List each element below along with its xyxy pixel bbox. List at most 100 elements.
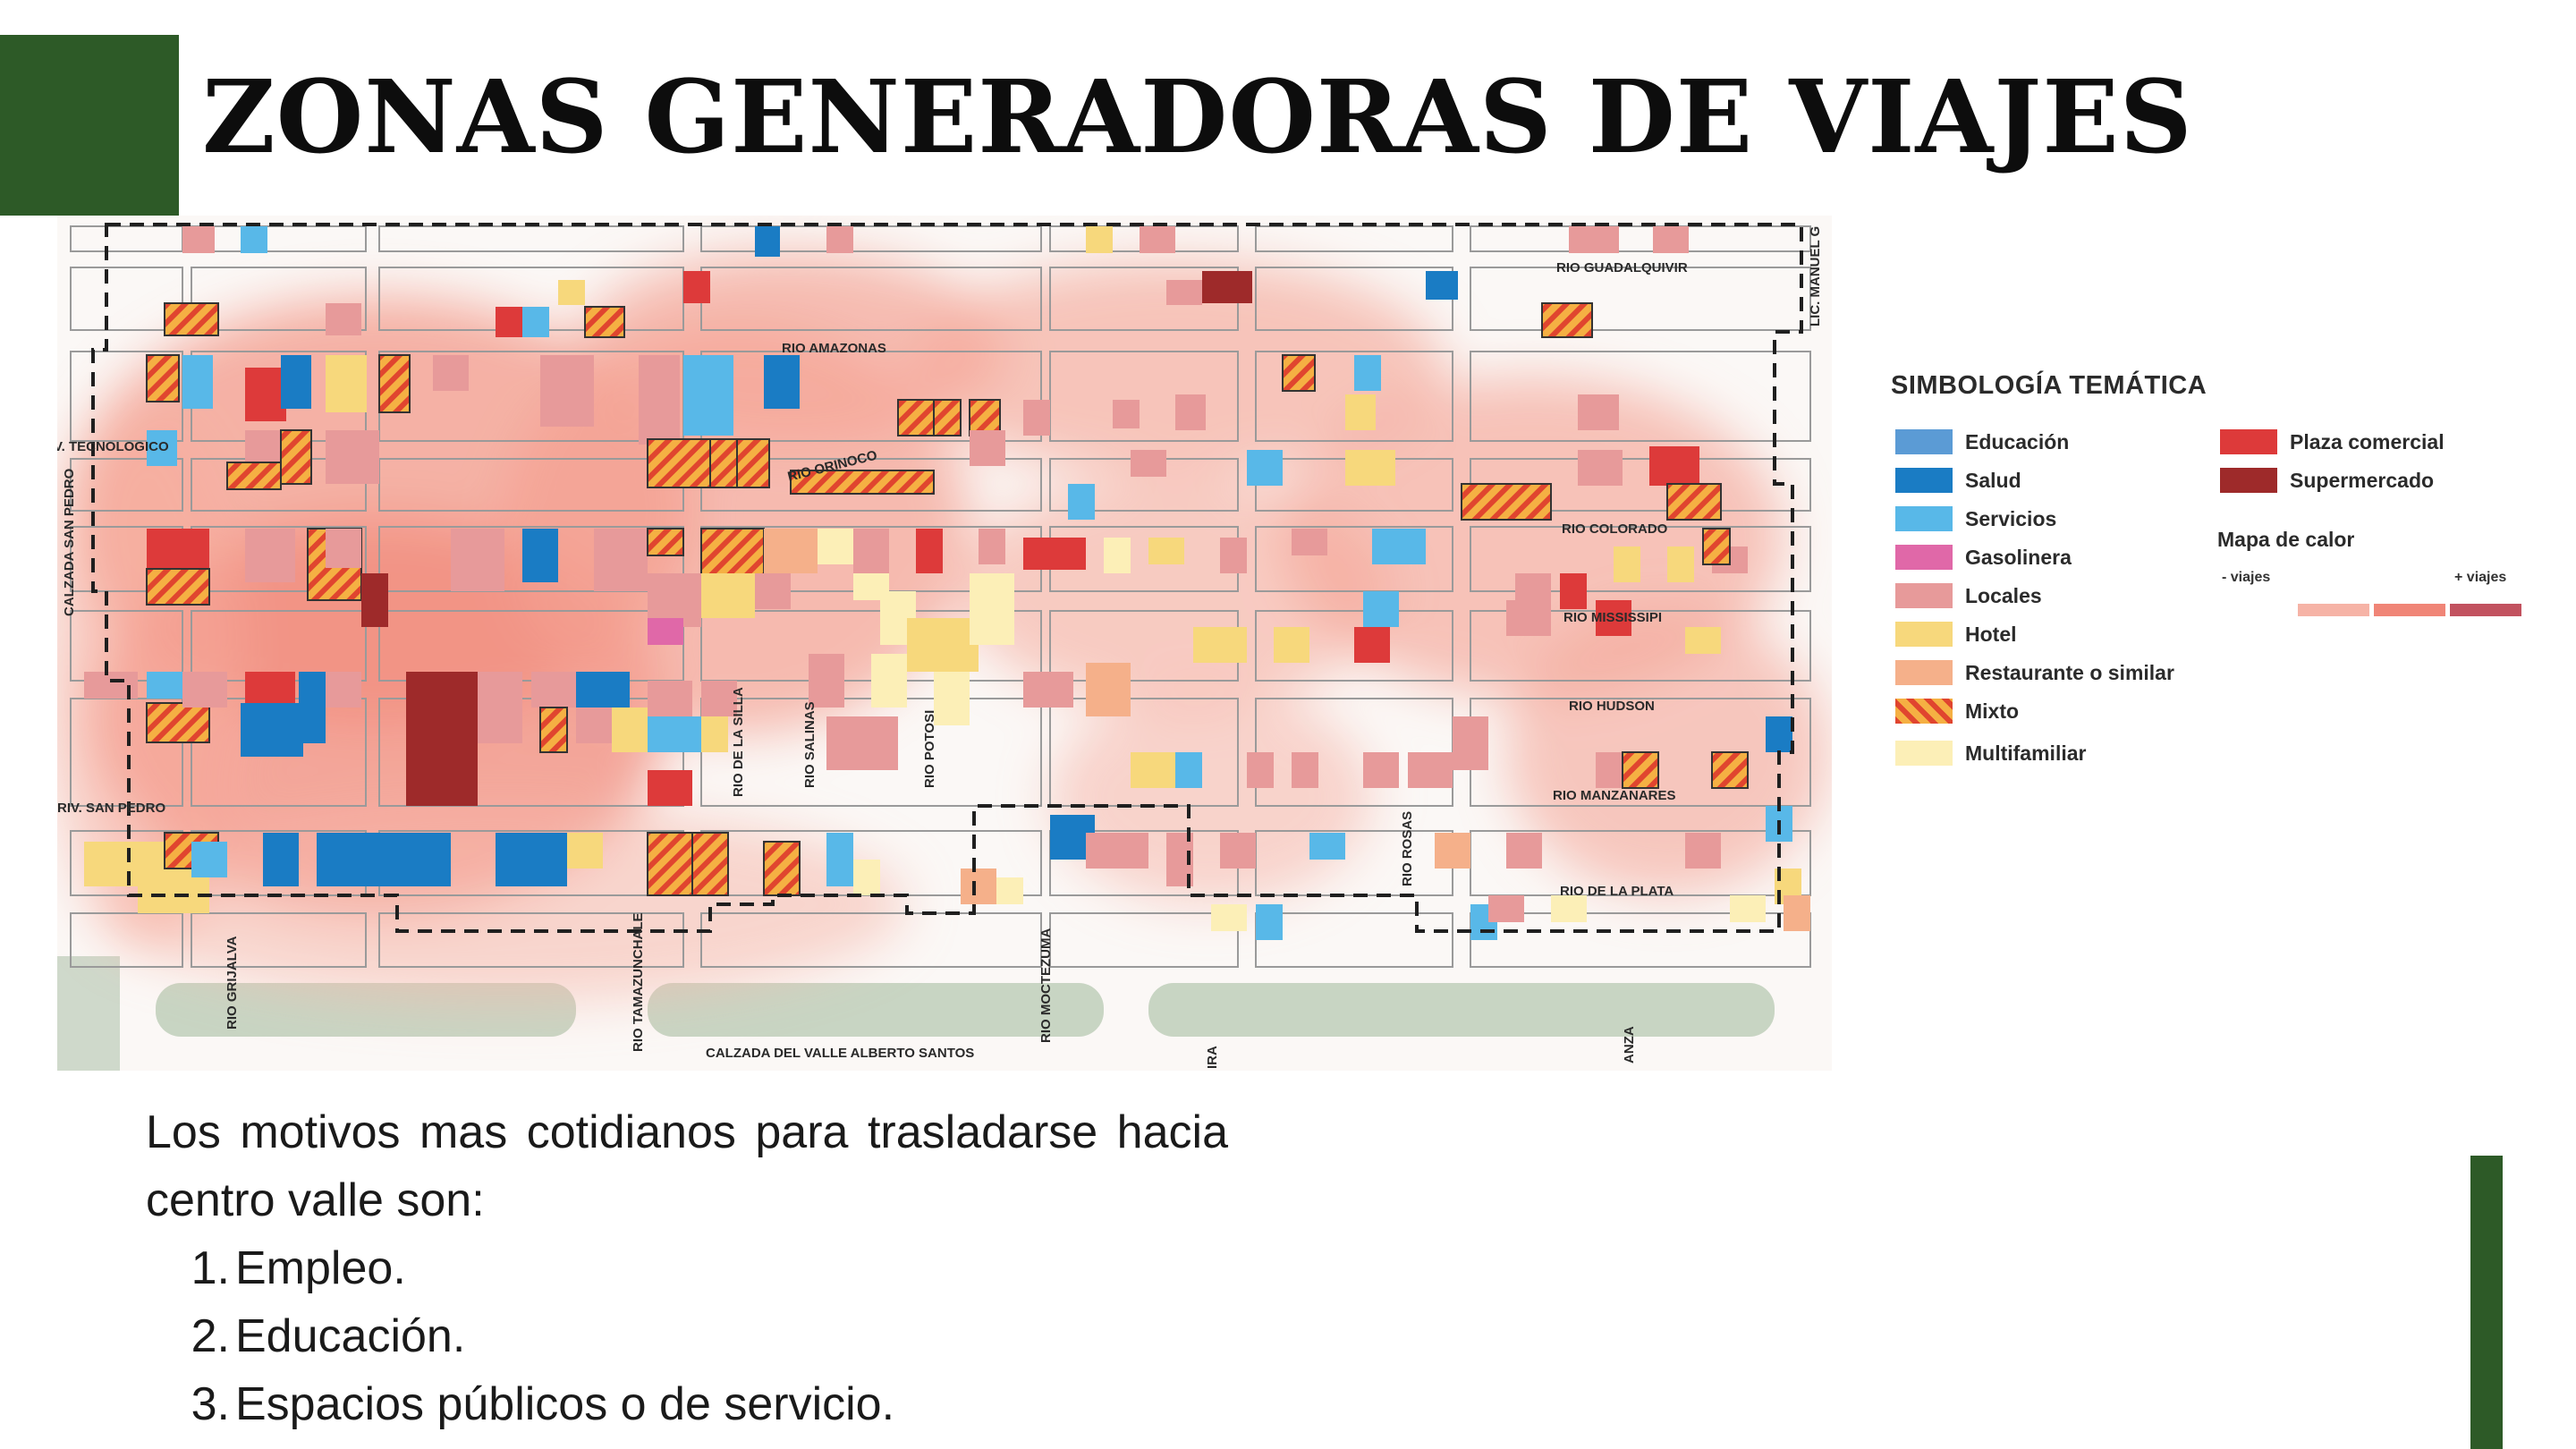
street-label: RIO DE LA SILLA [731,687,746,797]
street-label: RIO COLORADO [1562,521,1668,537]
legend-item-educacion: Educación [1895,428,2069,455]
city-block [1255,225,1453,252]
street-label: ANZA [1622,1026,1637,1063]
city-block [378,526,684,592]
legend-swatch [1895,468,1953,493]
land-use-parcel [1506,833,1542,869]
street-label: RIO MANZANARES [1553,788,1676,803]
green-area [648,983,1104,1037]
land-use-parcel [1551,895,1587,922]
land-use-parcel [979,529,1005,564]
legend-label: Locales [1965,583,2042,607]
list-item: 2. Educación. [146,1302,1228,1370]
trip-generating-zones-map: RIO GUADALQUIVIR RIO AMAZONAS LIC. MANUE… [57,216,1832,1071]
land-use-parcel [280,429,312,485]
city-block [191,267,367,331]
legend-label: Salud [1965,468,2021,492]
street-label: V. TECNOLOGICO [57,439,169,454]
legend-item-servicios: Servicios [1895,505,2056,532]
land-use-parcel [146,702,210,743]
land-use-parcel [478,672,522,743]
street-label: RIO MOCTEZUMA [1038,928,1054,1043]
land-use-parcel [1453,716,1488,770]
legend-item-supermercado: Supermercado [2220,467,2434,494]
land-use-parcel [1131,450,1166,477]
land-use-parcel [147,430,177,466]
land-use-parcel [299,672,326,743]
list-text: Empleo. [235,1242,406,1294]
land-use-parcel [1515,573,1551,600]
land-use-parcel [147,529,209,568]
land-use-parcel [146,568,210,606]
legend-label: Mixto [1965,699,2020,723]
land-use-parcel [970,573,1014,645]
land-use-parcel [907,618,979,672]
land-use-parcel [1578,450,1623,486]
land-use-parcel [1023,538,1086,570]
land-use-parcel [584,306,625,338]
land-use-parcel [245,529,295,582]
heat-swatch-high [2450,604,2521,616]
land-use-parcel [1193,627,1247,663]
land-use-parcel [1086,663,1131,716]
city-block [1049,351,1239,442]
land-use-parcel [648,716,701,752]
land-use-parcel [1435,833,1470,869]
legend-swatch [1895,506,1953,531]
land-use-parcel [648,770,692,806]
list-item: 1. Empleo. [146,1234,1228,1302]
land-use-parcel [182,672,227,708]
land-use-parcel [522,307,549,337]
land-use-parcel [1104,538,1131,573]
street-labels: RIO GUADALQUIVIR RIO AMAZONAS LIC. MANUE… [57,226,1823,1069]
city-block [70,267,183,331]
land-use-parcel [1282,354,1316,392]
legend-item-multifamiliar: Multifamiliar [1895,740,2086,767]
city-block [70,912,183,968]
legend-label: Plaza comercial [2290,429,2445,453]
land-use-parcel [612,708,648,752]
land-use-parcel [1766,716,1792,752]
land-use-parcel [182,355,213,409]
legend-swatch [1895,583,1953,608]
city-block [1255,351,1453,442]
land-use-parcel [916,529,943,573]
land-use-parcel [576,672,630,708]
land-use-parcel [1596,600,1631,636]
land-use-parcel [326,355,367,412]
land-use-parcel [1730,895,1766,922]
green-area [57,956,120,1071]
city-block [1470,351,1811,442]
land-use-parcel [1122,833,1148,869]
heat-swatch-low [2298,604,2369,616]
land-use-parcel [1541,302,1593,338]
street-label: RIO GRIJALVA [225,936,240,1030]
land-use-parcel [594,529,648,591]
land-use-parcel [647,528,684,556]
land-use-parcel [361,573,388,627]
legend-item-mixto: Mixto [1895,698,2019,724]
land-use-parcel [1685,833,1721,869]
land-use-parcel [1211,904,1247,931]
land-use-parcel [1140,226,1175,253]
land-use-parcel [406,672,478,806]
street-label: CALZADA SAN PEDRO [62,468,77,616]
legend-swatch [1895,660,1953,685]
land-use-parcel [241,226,267,253]
legend-label: Gasolinera [1965,545,2072,569]
legend-label: Servicios [1965,506,2057,530]
list-number: 1. [191,1242,230,1294]
land-use-parcel [961,869,996,904]
legend-item-gasolinera: Gasolinera [1895,544,2072,571]
street-label: RIO DE LA PLATA [1560,884,1674,899]
legend-swatch [1895,622,1953,647]
land-use-parcel [496,307,522,337]
street-label: RIO TAMAZUNCHALE [631,912,646,1052]
legend-swatch [1895,741,1953,766]
land-use-parcel [996,877,1023,904]
land-use-parcel [378,354,411,413]
street-label: LIC. MANUEL G [1808,226,1823,326]
land-use-parcel [1506,600,1551,636]
land-use-parcel [764,529,818,573]
land-use-parcel [1202,271,1252,303]
